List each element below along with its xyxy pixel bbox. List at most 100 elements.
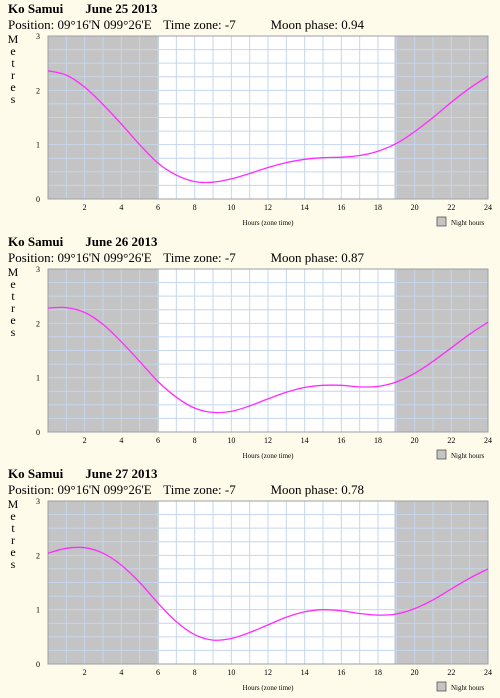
x-tick-label: 4 [119,668,123,677]
x-tick-label: 16 [337,436,345,445]
y-tick-label: 1 [36,606,40,615]
y-axis-label-letter: t [11,289,15,303]
x-tick-label: 6 [156,668,160,677]
x-axis-label: Hours (zone time) [243,452,295,460]
x-tick-label: 6 [156,203,160,212]
y-tick-label: 3 [36,266,40,274]
plot-frame [47,35,489,200]
x-tick-label: 6 [156,436,160,445]
y-axis-label-letter: s [11,92,16,106]
timezone-label: Time zone: [163,17,222,32]
tide-panel: Ko Samui June 27 2013 Position: 09°16'N … [0,465,500,697]
x-tick-label: 2 [83,203,87,212]
x-tick-label: 18 [374,203,382,212]
y-tick-label: 2 [36,319,40,328]
tide-height-line [47,70,489,184]
x-tick-label: 14 [301,203,309,212]
legend-swatch [436,216,447,227]
y-tick-label: 0 [36,195,40,204]
x-tick-label: 18 [374,668,382,677]
x-tick-label: 22 [447,203,455,212]
x-tick-label: 4 [119,203,123,212]
y-axis-label-letter: r [11,68,15,82]
y-axis-label-letter: e [10,509,15,523]
x-tick-label: 20 [411,203,419,212]
y-tick-label: 1 [36,141,40,150]
x-axis-label: Hours (zone time) [243,219,295,227]
x-tick-label: 12 [264,668,272,677]
x-tick-label: 20 [411,668,419,677]
timezone-value: -7 [224,17,236,32]
x-tick-label: 2 [83,436,87,445]
tide-panel: Ko Samui June 25 2013 Position: 09°16'N … [0,0,500,232]
y-tick-label: 3 [36,498,40,506]
x-tick-label: 8 [193,668,197,677]
legend-label: Night hours [451,452,485,460]
chart-date: June 25 2013 [85,1,158,16]
plot-frame [47,268,489,433]
x-tick-label: 12 [264,436,272,445]
chart-date: June 27 2013 [85,466,158,481]
y-axis-label-letter: e [10,313,15,327]
x-tick-label: 12 [264,203,272,212]
location-name: Ko Samui [8,466,64,481]
position-value: 09°16'N 099°26'E [57,250,152,265]
y-axis-label-letter: r [11,533,15,547]
plot-frame [47,500,489,665]
timezone-label: Time zone: [163,250,222,265]
x-tick-label: 4 [119,436,123,445]
y-tick-label: 2 [36,551,40,560]
y-axis-label-letter: M [8,266,19,279]
x-tick-label: 16 [337,203,345,212]
y-axis-label-letter: t [11,56,15,70]
y-axis-label-letter: M [8,33,19,46]
legend-swatch [436,449,447,460]
position-value: 09°16'N 099°26'E [57,482,152,497]
position-label: Position: [8,482,55,497]
panel-subheader: Position: 09°16'N 099°26'E Time zone: -7… [8,17,364,33]
x-tick-label: 20 [411,436,419,445]
x-tick-label: 8 [193,203,197,212]
panel-subheader: Position: 09°16'N 099°26'E Time zone: -7… [8,250,364,266]
x-tick-label: 22 [447,436,455,445]
x-tick-label: 24 [484,203,492,212]
x-tick-label: 22 [447,668,455,677]
y-tick-label: 0 [36,428,40,437]
y-axis-label-letter: e [10,545,15,559]
legend-label: Night hours [451,684,485,692]
moon-phase-value: 0.78 [341,482,365,497]
tide-height-line [47,306,489,414]
chart-date: June 26 2013 [85,234,158,249]
panel-subheader: Position: 09°16'N 099°26'E Time zone: -7… [8,482,364,498]
panel-header: Ko Samui June 25 2013 [8,1,157,17]
location-name: Ko Samui [8,1,64,16]
x-tick-label: 10 [227,668,235,677]
y-axis-label-letter: s [11,325,16,339]
moon-phase-value: 0.94 [341,17,365,32]
y-axis-label-letter: e [10,44,15,58]
tide-panel: Ko Samui June 26 2013 Position: 09°16'N … [0,233,500,465]
position-value: 09°16'N 099°26'E [57,17,152,32]
y-axis-label-letter: r [11,301,15,315]
moon-phase-label: Moon phase: [270,482,339,497]
x-tick-label: 14 [301,436,309,445]
y-axis-label-letter: s [11,557,16,571]
x-tick-label: 14 [301,668,309,677]
legend-swatch [436,681,447,692]
position-label: Position: [8,17,55,32]
moon-phase-value: 0.87 [341,250,365,265]
moon-phase-label: Moon phase: [270,17,339,32]
x-tick-label: 10 [227,203,235,212]
y-tick-label: 1 [36,374,40,383]
position-label: Position: [8,250,55,265]
moon-phase-label: Moon phase: [270,250,339,265]
x-tick-label: 24 [484,668,492,677]
tide-height-line [47,546,489,641]
y-tick-label: 2 [36,86,40,95]
x-tick-label: 8 [193,436,197,445]
x-tick-label: 18 [374,436,382,445]
y-axis-label-letter: t [11,521,15,535]
